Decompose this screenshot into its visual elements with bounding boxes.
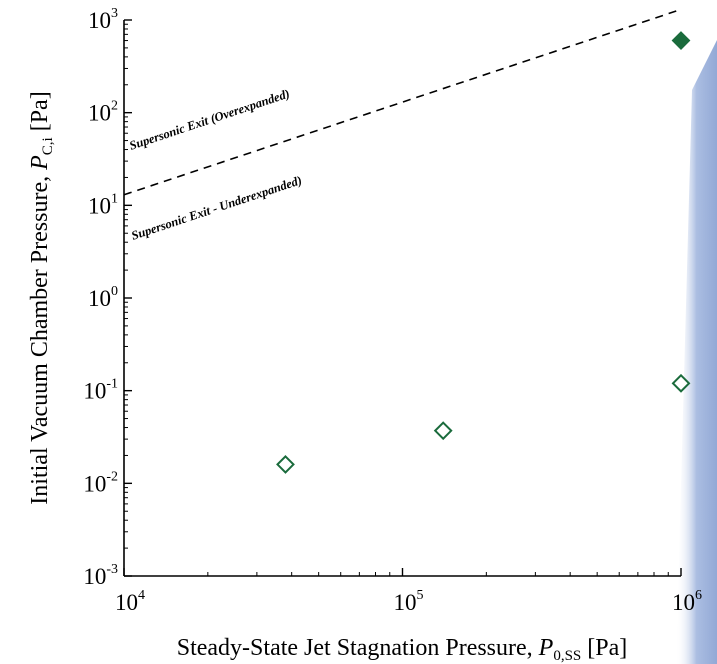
- y-tick-exponent: 1: [111, 191, 118, 206]
- x-tick-base: 10: [672, 590, 695, 615]
- y-axis-title-symbol: P: [27, 155, 53, 171]
- y-tick-label: 102: [88, 99, 118, 126]
- y-tick-base: 10: [83, 564, 106, 589]
- y-tick-label: 101: [88, 191, 118, 218]
- y-tick-base: 10: [88, 286, 111, 311]
- y-tick-exponent: 0: [111, 284, 118, 299]
- x-tick-exponent: 5: [417, 588, 424, 603]
- x-tick-exponent: 4: [138, 588, 145, 603]
- data-points: [276, 31, 691, 474]
- x-axis-title-suffix: [Pa]: [581, 635, 627, 661]
- y-tick-exponent: -3: [106, 562, 118, 577]
- y-axis-title-subscript: C,i: [40, 137, 56, 155]
- y-axis-title-prefix: Initial Vacuum Chamber Pressure,: [27, 170, 53, 505]
- x-axis-title: Steady-State Jet Stagnation Pressure, P0…: [177, 635, 628, 664]
- major-ticks: [123, 19, 682, 577]
- filled-diamond-point: [671, 31, 691, 50]
- x-axis-title-symbol: P: [538, 635, 554, 661]
- x-tick-label: 106: [672, 588, 702, 615]
- y-axis-title-suffix: [Pa]: [27, 91, 53, 137]
- x-axis-title-prefix: Steady-State Jet Stagnation Pressure,: [177, 635, 539, 661]
- y-tick-label: 100: [88, 284, 118, 311]
- open-diamond-point: [671, 373, 691, 393]
- x-tick-label: 105: [394, 588, 424, 615]
- y-tick-exponent: -2: [106, 469, 118, 484]
- y-tick-label: 10-3: [83, 562, 118, 589]
- open-diamond-point: [276, 455, 295, 474]
- y-tick-exponent: 3: [111, 6, 118, 21]
- open-diamond-point: [433, 421, 453, 441]
- minor-ticks: [124, 23, 669, 576]
- y-tick-base: 10: [88, 8, 111, 33]
- y-tick-exponent: -1: [106, 377, 118, 392]
- x-tick-exponent: 6: [695, 588, 702, 603]
- y-axis-title: Initial Vacuum Chamber Pressure, PC,i [P…: [27, 91, 56, 504]
- annotation-overexpanded: Supersonic Exit (Overexpanded): [128, 87, 292, 153]
- x-tick-base: 10: [115, 590, 138, 615]
- x-tick-base: 10: [394, 590, 417, 615]
- y-tick-base: 10: [83, 471, 106, 496]
- axes: [123, 20, 681, 577]
- y-tick-base: 10: [88, 101, 111, 126]
- y-tick-label: 103: [88, 6, 118, 33]
- y-tick-label: 10-1: [83, 377, 118, 404]
- boundary-dashed-line: [123, 8, 682, 196]
- y-tick-base: 10: [88, 193, 111, 218]
- y-tick-base: 10: [83, 379, 106, 404]
- x-tick-label: 104: [115, 588, 145, 615]
- x-axis-title-subscript: 0,SS: [553, 648, 581, 664]
- y-tick-label: 10-2: [83, 469, 118, 496]
- y-tick-exponent: 2: [111, 99, 118, 114]
- background-wedge: [676, 0, 717, 664]
